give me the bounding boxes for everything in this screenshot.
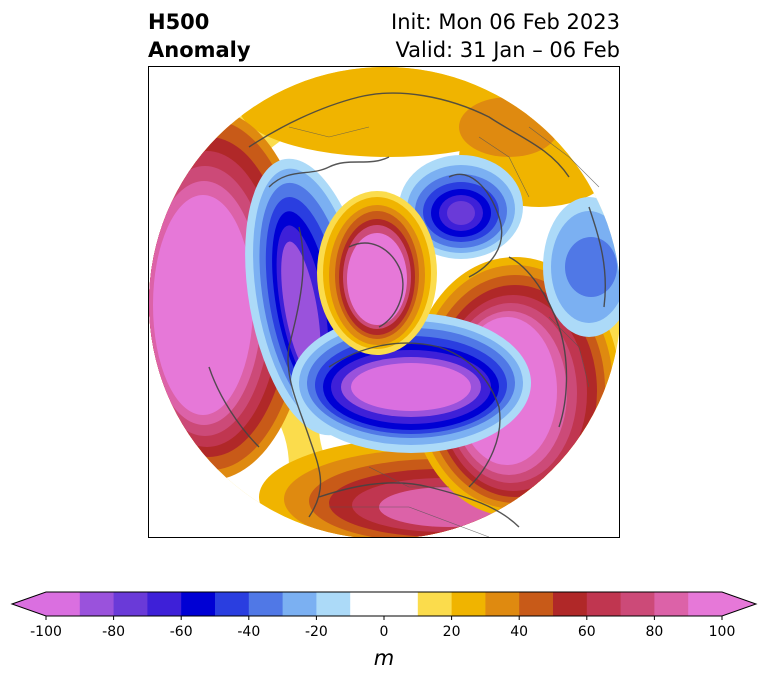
title-anomaly: Anomaly (148, 38, 251, 62)
colorbar-segment (248, 592, 284, 616)
colorbar-segment (688, 592, 723, 616)
colorbar-segment (451, 592, 486, 616)
title-variable: H500 (148, 10, 210, 34)
colorbar-tick-label: 40 (510, 624, 529, 640)
colorbar-tick-label: 60 (577, 624, 596, 640)
colorbar-tick-label: 0 (379, 624, 389, 640)
negative-anomaly-north (399, 155, 523, 259)
colorbar-segment (46, 592, 81, 616)
colorbar-tick-label: 20 (442, 624, 461, 640)
colorbar-segment (316, 592, 351, 616)
title-valid: Valid: 31 Jan – 06 Feb (395, 38, 620, 62)
map-title-right: Init: Mon 06 Feb 2023 Valid: 31 Jan – 06… (391, 8, 620, 64)
colorbar-tick-label: -100 (30, 624, 62, 640)
colorbar-segment (417, 592, 453, 616)
colorbar-tick-label: -20 (304, 624, 328, 640)
country-borders (288, 126, 600, 537)
colorbar (10, 591, 758, 620)
colorbar-segment (282, 592, 317, 616)
negative-anomaly-central (291, 313, 531, 453)
colorbar-extend-max (722, 592, 756, 616)
map-title-left: H500 Anomaly (148, 8, 251, 64)
colorbar-units: m (373, 646, 395, 670)
colorbar-tick-label: -60 (169, 624, 193, 640)
colorbar-segment (620, 592, 655, 616)
colorbar-segment (384, 592, 419, 616)
colorbar-tick-label: 80 (645, 624, 664, 640)
colorbar-tick-label: -40 (237, 624, 261, 640)
colorbar-segment (654, 592, 689, 616)
anomaly-map (149, 67, 619, 537)
colorbar-segment (215, 592, 250, 616)
colorbar-tick-label: 100 (708, 624, 736, 640)
colorbar-segment (147, 592, 182, 616)
title-init: Init: Mon 06 Feb 2023 (391, 10, 620, 34)
colorbar-segment (553, 592, 588, 616)
colorbar-segment (485, 592, 520, 616)
colorbar-segment (350, 592, 385, 616)
positive-anomaly-arctic (317, 191, 437, 355)
colorbar-segment (519, 592, 554, 616)
colorbar-segment (113, 592, 148, 616)
colorbar-tick-label: -80 (102, 624, 126, 640)
colorbar-segment (181, 592, 216, 616)
map-panel (148, 66, 620, 538)
colorbar-extend-min (12, 592, 46, 616)
colorbar-segment (79, 592, 115, 616)
positive-anomaly-northeast-core (459, 97, 559, 157)
colorbar-segment (586, 592, 622, 616)
